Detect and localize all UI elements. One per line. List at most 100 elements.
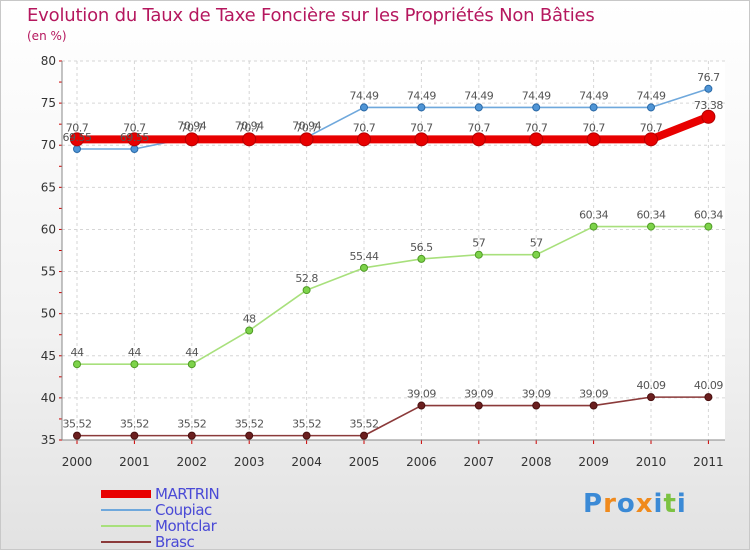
y-tick-label: 35 [41,433,56,447]
legend-swatch [101,490,151,498]
series-line-montclar [76,225,710,366]
data-label-coupiac: 70.94 [235,119,264,132]
y-tick-label: 45 [41,349,56,363]
data-point-coupiac [647,103,655,112]
data-point-montclar [360,263,368,272]
data-point-brasc [73,431,81,440]
data-label-brasc: 35.52 [235,418,264,431]
data-point-montclar [302,286,311,295]
y-tick-label: 65 [41,180,56,194]
data-point-brasc [302,431,311,440]
y-tick-label: 80 [41,54,56,68]
data-point-martrin [471,132,486,147]
data-label-coupiac: 70.94 [177,119,206,132]
x-tick-label: 2000 [62,455,93,469]
data-point-montclar [704,222,713,231]
data-label-montclar: 60.34 [637,209,666,222]
data-point-montclar [417,254,426,263]
series-line-martrin [73,112,713,144]
data-point-martrin [184,132,199,147]
data-label-montclar: 56.5 [410,241,433,254]
data-label-montclar: 57 [472,237,485,250]
data-label-martrin: 70.7 [525,121,548,134]
legend-item-montclar: Montclar [101,517,301,535]
x-tick-label: 2001 [119,455,150,469]
data-point-martrin [414,132,429,147]
data-label-coupiac: 74.49 [579,89,608,102]
data-label-montclar: 48 [243,313,256,326]
data-label-brasc: 35.52 [120,418,149,431]
legend-swatch [101,525,151,527]
chart-title: Evolution du Taux de Taxe Foncière sur l… [27,5,595,26]
data-label-montclar: 44 [71,346,84,359]
series-layer [70,84,716,440]
logo-letter: P [583,489,604,519]
data-point-brasc [532,401,541,410]
data-point-martrin [127,132,142,147]
legend-label: Brasc [155,533,195,551]
data-point-montclar [589,222,598,231]
legend-label: Montclar [155,517,217,535]
data-point-coupiac [704,84,713,93]
data-point-montclar [245,326,254,335]
x-tick-label: 2008 [521,455,552,469]
data-label-montclar: 44 [128,346,141,359]
x-tick-label: 2007 [464,455,495,469]
x-tick-label: 2009 [578,455,609,469]
data-label-martrin: 70.7 [295,121,318,134]
y-tick-label: 50 [41,307,56,321]
data-label-coupiac: 76.7 [697,71,720,84]
data-label-coupiac: 74.49 [350,89,379,102]
x-tick-label: 2003 [234,455,265,469]
x-tick-label: 2004 [291,455,322,469]
data-label-coupiac: 74.49 [522,89,551,102]
data-label-brasc: 35.52 [63,418,92,431]
data-point-brasc [704,393,713,402]
data-label-montclar: 52.8 [295,272,318,285]
data-point-coupiac [360,103,368,112]
data-label-martrin: 70.7 [123,121,146,134]
legend: MARTRIN Coupiac Montclar Brasc [101,485,301,551]
legend-item-martrin: MARTRIN [101,485,301,503]
data-label-montclar: 55.44 [350,250,379,263]
data-point-brasc [130,431,139,440]
data-label-brasc: 39.09 [579,388,608,401]
data-label-coupiac: 74.49 [464,89,493,102]
data-point-martrin [529,132,544,147]
legend-swatch [101,541,151,543]
data-label-coupiac: 69.55 [63,131,92,144]
data-label-brasc: 40.09 [637,379,666,392]
logo-letter: i [653,489,664,519]
data-point-coupiac [474,103,483,112]
data-point-montclar [474,250,483,259]
data-label-coupiac: 74.49 [637,89,666,102]
y-axis-unit-label: (en %) [27,29,67,43]
x-tick-label: 2002 [177,455,208,469]
data-point-montclar [187,360,196,369]
data-point-brasc [360,431,368,440]
logo-letter: r [603,489,617,519]
data-point-brasc [417,401,426,410]
data-label-martrin: 70.7 [410,121,433,134]
data-label-layer: 70.7 70.7 70.7 70.7 70.7 70.7 70.7 70.7 70.7 70.7… [63,71,724,431]
data-label-martrin: 70.7 [353,121,376,134]
y-tick-label: 60 [41,222,56,236]
y-tick-label: 55 [41,265,56,279]
data-label-montclar: 60.34 [694,209,723,222]
data-label-brasc: 35.52 [177,418,206,431]
data-point-coupiac [73,145,81,154]
data-label-montclar: 44 [185,346,198,359]
legend-item-coupiac: Coupiac [101,501,301,519]
proxiti-logo: Proxiti [583,489,687,519]
x-tick-label: 2006 [406,455,437,469]
logo-letter: o [616,489,636,519]
legend-swatch [101,509,151,511]
y-tick-label: 40 [41,391,56,405]
data-label-montclar: 57 [530,237,543,250]
series-line-brasc [76,396,710,437]
x-tick-label: 2005 [349,455,380,469]
data-label-coupiac: 74.49 [407,89,436,102]
data-label-martrin: 70.7 [640,121,663,134]
data-label-brasc: 40.09 [694,379,723,392]
data-label-martrin: 70.7 [582,121,605,134]
